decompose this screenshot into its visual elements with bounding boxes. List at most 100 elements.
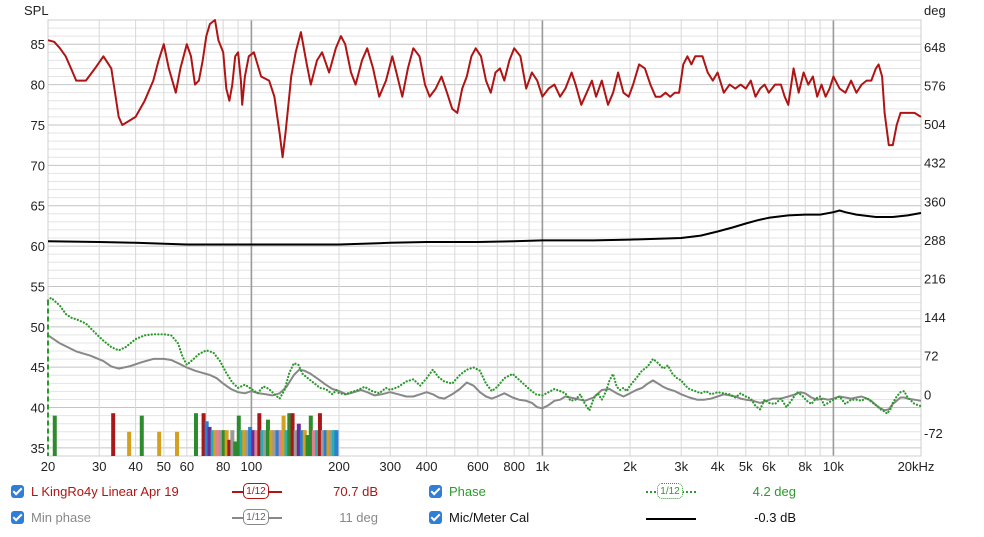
checkbox-mic-cal[interactable]	[429, 511, 442, 524]
y-left-tick-label: 75	[31, 118, 45, 133]
legend-label-mic-cal: Mic/Meter Cal	[449, 510, 530, 525]
chart-svg: 20 30 40 50 60 80 100 200 300 400 600 800 1k 2k 3k 4k 5k…	[24, 3, 946, 474]
legend-label-spl: L KingRo4y Linear Apr 19	[31, 484, 179, 499]
x-tick-label: 200	[328, 459, 350, 474]
marker-bar	[326, 430, 331, 456]
marker-bar	[174, 431, 179, 456]
y-left-tick-label: 70	[31, 158, 45, 173]
marker-bar	[227, 439, 232, 456]
marker-bar	[269, 430, 274, 456]
marker-bar	[257, 413, 262, 456]
y-left-tick-label: 60	[31, 239, 45, 254]
marker-bar	[311, 430, 316, 456]
y-left-tick-label: 55	[31, 279, 45, 294]
marker-bar	[218, 430, 223, 456]
legend-row: Min phase 1/12 11 deg Mic/Meter Cal -0.3…	[0, 508, 984, 530]
y-right-tick-label: -72	[924, 426, 943, 441]
marker-bar	[329, 430, 334, 456]
y-left-tick-label: 45	[31, 360, 45, 375]
y-right-tick-label: 432	[924, 156, 946, 171]
marker-bar	[296, 423, 301, 456]
x-tick-label: 80	[216, 459, 230, 474]
marker-bar	[127, 431, 132, 456]
x-tick-label: 400	[416, 459, 438, 474]
checkbox-spl[interactable]	[11, 485, 24, 498]
legend-row: L KingRo4y Linear Apr 19 1/12 70.7 dB Ph…	[0, 482, 984, 504]
marker-bar	[299, 430, 304, 456]
marker-bar	[334, 430, 339, 456]
marker-bar	[210, 430, 215, 456]
marker-bar	[204, 421, 209, 456]
marker-bar	[213, 430, 218, 456]
x-tick-label: 2k	[623, 459, 637, 474]
marker-bar	[224, 430, 229, 456]
x-tick-label: 20	[41, 459, 55, 474]
checkbox-phase[interactable]	[429, 485, 442, 498]
y-left-tick-label: 50	[31, 320, 45, 335]
marker-bar	[281, 415, 286, 456]
y-right-tick-label: 504	[924, 117, 946, 132]
marker-bar	[305, 435, 310, 456]
marker-bar	[308, 415, 313, 456]
marker-bar	[275, 430, 280, 456]
x-tick-label: 100	[241, 459, 263, 474]
series-line-l-kingro4y-linear-apr-19	[47, 19, 922, 159]
x-tick-label: 8k	[798, 459, 812, 474]
legend-value-mic-cal: -0.3 dB	[754, 510, 796, 525]
marker-bar	[331, 430, 336, 456]
y-right-tick-label: 144	[924, 310, 946, 325]
smoothing-value-min-phase: 1/12	[243, 509, 269, 525]
series-line-mic-meter-cal	[47, 209, 922, 246]
legend-label-phase: Phase	[449, 484, 486, 499]
marker-bar	[272, 430, 277, 456]
marker-bar	[278, 430, 283, 456]
x-tick-label: 3k	[674, 459, 688, 474]
x-tick-label: 20kHz	[898, 459, 935, 474]
marker-bar	[290, 413, 295, 456]
marker-bar	[320, 430, 325, 456]
y-left-label: SPL	[24, 3, 49, 18]
legend-label-min-phase: Min phase	[31, 510, 91, 525]
marker-bar	[239, 430, 244, 456]
marker-bar	[230, 430, 235, 456]
x-tick-label: 10k	[823, 459, 844, 474]
smoothing-value-spl: 1/12	[243, 483, 269, 499]
grid	[47, 19, 922, 457]
series-line-phase	[46, 296, 923, 415]
marker-bar	[263, 430, 268, 456]
marker-bar	[254, 430, 259, 456]
legend: L KingRo4y Linear Apr 19 1/12 70.7 dB Ph…	[0, 478, 984, 537]
marker-bar	[323, 430, 328, 456]
smoothing-selector-phase[interactable]: 1/12	[646, 482, 696, 502]
marker-bar	[265, 419, 270, 456]
y-left-tick-label: 35	[31, 441, 45, 456]
marker-bar	[245, 430, 250, 456]
smoothing-value-phase: 1/12	[657, 483, 683, 499]
y-right-tick-label: 72	[924, 349, 938, 364]
x-tick-label: 300	[379, 459, 401, 474]
marker-bar	[287, 413, 292, 456]
series-lines	[46, 19, 923, 456]
y-left-tick-label: 85	[31, 37, 45, 52]
checkbox-min-phase[interactable]	[11, 511, 24, 524]
marker-bar	[207, 426, 212, 456]
x-tick-label: 1k	[536, 459, 550, 474]
smoothing-selector-spl[interactable]: 1/12	[232, 482, 282, 502]
y-left-tick-label: 40	[31, 401, 45, 416]
y-right-label: deg	[924, 3, 946, 18]
y-right-tick-label: 648	[924, 40, 946, 55]
x-tick-label: 6k	[762, 459, 776, 474]
marker-bars	[52, 413, 339, 456]
tick-labels: 20 30 40 50 60 80 100 200 300 400 600 800 1k 2k 3k 4k 5k…	[31, 37, 946, 474]
marker-bar	[248, 426, 253, 456]
smoothing-selector-min-phase[interactable]: 1/12	[232, 508, 282, 528]
y-left-tick-label: 65	[31, 199, 45, 214]
marker-bar	[260, 430, 265, 456]
marker-bar	[216, 430, 221, 456]
marker-bar	[236, 415, 241, 456]
y-right-tick-label: 216	[924, 271, 946, 286]
plot-border	[47, 19, 922, 457]
x-tick-label: 30	[92, 459, 106, 474]
marker-bar	[284, 430, 289, 456]
legend-value-phase: 4.2 deg	[752, 484, 796, 499]
